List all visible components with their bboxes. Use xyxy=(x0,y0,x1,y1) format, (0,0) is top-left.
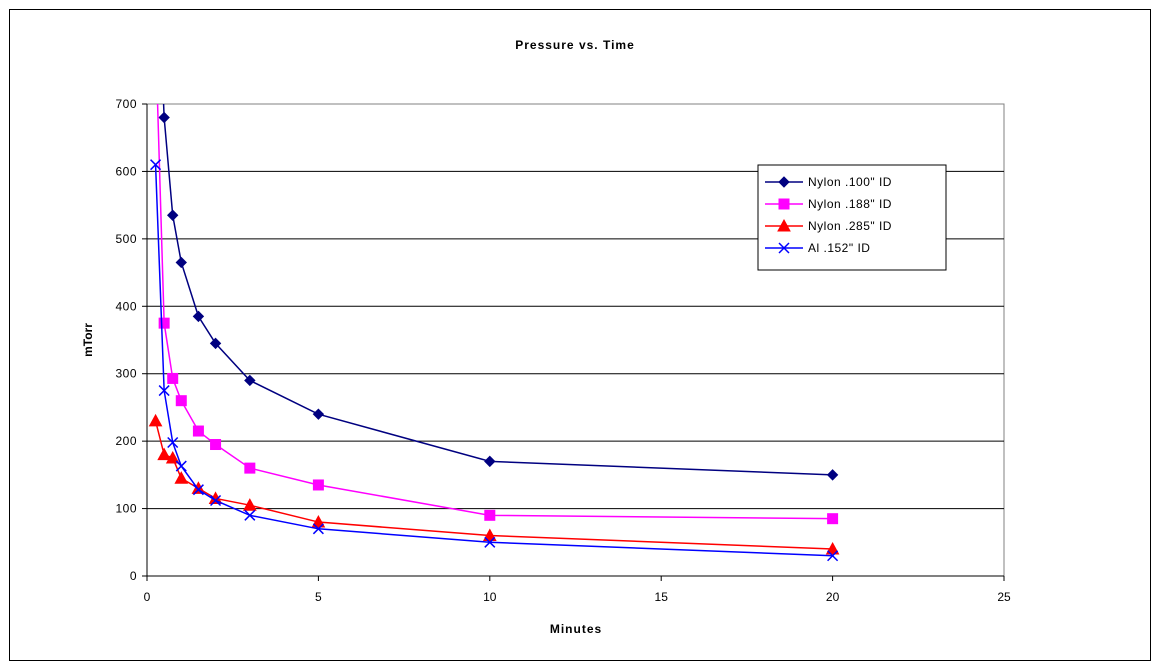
x-tick-label: 15 xyxy=(655,590,669,604)
data-point xyxy=(244,374,256,387)
y-tick-label: 700 xyxy=(115,97,137,111)
data-point xyxy=(244,509,256,521)
series-line xyxy=(162,104,833,476)
data-point xyxy=(175,256,187,269)
y-tick-label: 600 xyxy=(115,164,137,178)
data-point xyxy=(192,425,204,437)
y-tick-label: 300 xyxy=(115,367,137,381)
data-point xyxy=(778,198,790,210)
data-point xyxy=(148,413,163,427)
data-point xyxy=(158,317,170,329)
y-tick-label: 200 xyxy=(115,434,137,448)
data-point xyxy=(174,471,189,484)
legend-item: Nylon .285" ID xyxy=(765,218,892,233)
y-tick-label: 500 xyxy=(115,232,137,246)
y-tick-label: 400 xyxy=(115,299,137,313)
data-point xyxy=(778,242,790,254)
data-point xyxy=(484,455,496,468)
series-4 xyxy=(150,159,839,562)
data-point xyxy=(191,481,206,494)
x-tick-label: 5 xyxy=(315,590,322,604)
series-line xyxy=(154,164,833,557)
data-point xyxy=(175,395,187,407)
data-point xyxy=(167,372,179,384)
data-point xyxy=(242,498,257,511)
data-point xyxy=(778,176,790,188)
legend-label: Al .152" ID xyxy=(808,241,870,255)
data-point xyxy=(311,515,326,528)
data-point xyxy=(312,479,324,491)
series-2 xyxy=(151,32,839,525)
series-3 xyxy=(148,413,840,555)
series-layer xyxy=(148,32,840,562)
data-point xyxy=(158,111,170,124)
y-tick-label: 100 xyxy=(115,502,137,516)
x-tick-label: 0 xyxy=(144,590,151,604)
legend-item: Nylon .188" ID xyxy=(765,197,892,211)
data-point xyxy=(158,385,170,397)
legend-item: Nylon .100" ID xyxy=(765,175,892,189)
chart-title: Pressure vs. Time xyxy=(515,38,635,52)
data-point xyxy=(826,469,839,481)
data-point xyxy=(827,513,839,525)
legend-label: Nylon .100" ID xyxy=(808,175,892,189)
data-point xyxy=(777,218,791,232)
legend: Nylon .100" ID Nylon .188" ID Nylon .285" … xyxy=(757,164,947,271)
data-point xyxy=(482,528,497,542)
y-tick-label: 0 xyxy=(130,569,137,583)
data-point xyxy=(312,408,325,420)
data-point xyxy=(192,310,205,323)
data-point xyxy=(157,447,171,461)
data-point xyxy=(484,536,496,548)
data-point xyxy=(150,159,162,171)
legend-item: Al .152" ID xyxy=(765,241,870,255)
series-1 xyxy=(158,104,839,481)
series-line xyxy=(156,104,833,520)
data-point xyxy=(210,494,222,507)
x-tick-label: 25 xyxy=(997,590,1011,604)
data-point xyxy=(151,32,161,42)
data-point xyxy=(210,439,222,451)
data-point xyxy=(167,436,179,449)
legend-label: Nylon .188" ID xyxy=(808,197,892,211)
data-point xyxy=(209,337,222,350)
x-axis: 0 5 10 15 20 25 xyxy=(144,575,1011,604)
x-axis-label: Minutes xyxy=(550,622,602,636)
data-point xyxy=(825,541,840,555)
data-point xyxy=(484,509,496,521)
x-tick-label: 20 xyxy=(826,590,840,604)
x-tick-label: 10 xyxy=(483,590,497,604)
data-point xyxy=(192,484,204,496)
data-point xyxy=(175,460,187,472)
y-axis: 0 100 200 300 400 500 600 700 xyxy=(115,97,148,583)
data-point xyxy=(312,523,324,535)
legend-label: Nylon .285" ID xyxy=(808,219,892,233)
data-point xyxy=(244,462,256,474)
data-point xyxy=(165,450,180,464)
data-point xyxy=(827,550,839,562)
y-axis-label: mTorr xyxy=(81,323,95,357)
data-point xyxy=(167,209,179,221)
